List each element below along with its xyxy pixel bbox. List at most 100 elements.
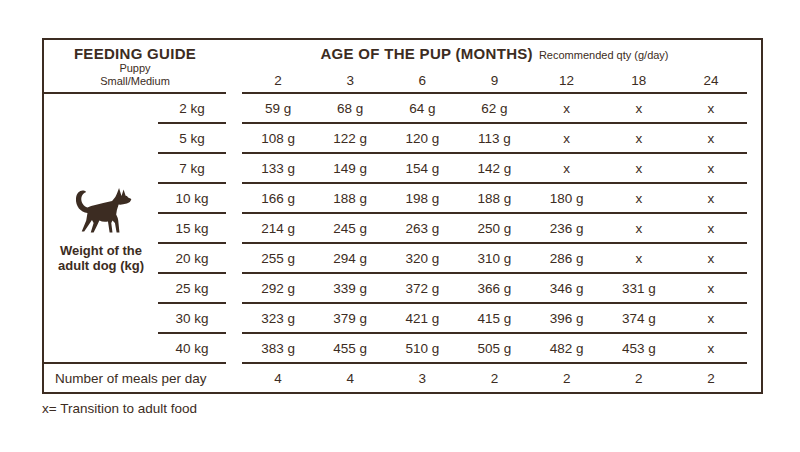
weight-kg-label: 10 kg bbox=[158, 184, 226, 214]
meals-value: 3 bbox=[386, 364, 458, 392]
weight-kg-label: 40 kg bbox=[158, 334, 226, 364]
qty-cell: 505 g bbox=[458, 334, 530, 362]
row-values: 255 g294 g320 g310 g286 gxx bbox=[242, 244, 747, 274]
qty-cell: x bbox=[675, 94, 747, 122]
column-gap bbox=[226, 124, 242, 154]
table-subtitle-line1: Puppy bbox=[119, 62, 150, 75]
qty-cell: 366 g bbox=[458, 274, 530, 302]
qty-cell: 372 g bbox=[386, 274, 458, 302]
qty-cell: 453 g bbox=[603, 334, 675, 362]
qty-cell: x bbox=[531, 94, 603, 122]
column-gap bbox=[226, 184, 242, 214]
meals-value: 4 bbox=[314, 364, 386, 392]
row-values: 133 g149 g154 g142 gxxx bbox=[242, 154, 747, 184]
row-values: 383 g455 g510 g505 g482 g453 gx bbox=[242, 334, 747, 364]
qty-cell: x bbox=[675, 244, 747, 272]
column-gap bbox=[226, 214, 242, 244]
weight-kg-label: 25 kg bbox=[158, 274, 226, 304]
right-pad bbox=[747, 364, 761, 392]
right-pad bbox=[747, 214, 761, 244]
qty-cell: 214 g bbox=[242, 214, 314, 242]
meals-value: 2 bbox=[531, 364, 603, 392]
qty-cell: 245 g bbox=[314, 214, 386, 242]
qty-cell: 59 g bbox=[242, 94, 314, 122]
qty-cell: 421 g bbox=[386, 304, 458, 332]
qty-cell: 166 g bbox=[242, 184, 314, 212]
qty-cell: x bbox=[603, 184, 675, 212]
age-column-header: 12 bbox=[531, 69, 603, 91]
qty-cell: 383 g bbox=[242, 334, 314, 362]
qty-cell: 113 g bbox=[458, 124, 530, 152]
qty-cell: 320 g bbox=[386, 244, 458, 272]
age-column-header: 9 bbox=[458, 69, 530, 91]
right-pad bbox=[747, 334, 761, 364]
qty-cell: 188 g bbox=[458, 184, 530, 212]
meals-value: 4 bbox=[242, 364, 314, 392]
meals-row: Number of meals per day 4432222 bbox=[44, 364, 761, 392]
weight-kg-label: 7 kg bbox=[158, 154, 226, 184]
row-values: 323 g379 g421 g415 g396 g374 gx bbox=[242, 304, 747, 334]
qty-cell: 180 g bbox=[531, 184, 603, 212]
age-columns-row: 2369121824 bbox=[242, 69, 747, 91]
table-header-left: FEEDING GUIDE Puppy Small/Medium bbox=[44, 40, 226, 94]
weight-axis-label-line1: Weight of the bbox=[60, 243, 142, 258]
row-values: 59 g68 g64 g62 gxxx bbox=[242, 94, 747, 124]
meals-value: 2 bbox=[675, 364, 747, 392]
age-column-header: 18 bbox=[603, 69, 675, 91]
column-gap bbox=[226, 244, 242, 274]
qty-cell: x bbox=[675, 124, 747, 152]
table-body: Weight of the adult dog (kg) 2 kg59 g68 … bbox=[44, 94, 761, 364]
table-header-right: AGE OF THE PUP (MONTHS) Recommended qty (… bbox=[242, 40, 747, 94]
qty-cell: 310 g bbox=[458, 244, 530, 272]
row-values: 214 g245 g263 g250 g236 gxx bbox=[242, 214, 747, 244]
age-column-header: 3 bbox=[314, 69, 386, 91]
qty-cell: 292 g bbox=[242, 274, 314, 302]
qty-cell: 346 g bbox=[531, 274, 603, 302]
qty-cell: 255 g bbox=[242, 244, 314, 272]
weight-kg-label: 5 kg bbox=[158, 124, 226, 154]
column-gap bbox=[226, 274, 242, 304]
qty-cell: x bbox=[675, 304, 747, 332]
qty-cell: x bbox=[603, 154, 675, 182]
qty-cell: 64 g bbox=[386, 94, 458, 122]
qty-cell: 68 g bbox=[314, 94, 386, 122]
qty-cell: 339 g bbox=[314, 274, 386, 302]
qty-cell: x bbox=[603, 244, 675, 272]
qty-cell: 323 g bbox=[242, 304, 314, 332]
table-title: FEEDING GUIDE bbox=[74, 45, 196, 62]
qty-cell: 120 g bbox=[386, 124, 458, 152]
meals-values: 4432222 bbox=[242, 364, 747, 392]
dog-icon bbox=[69, 186, 133, 234]
qty-cell: x bbox=[603, 124, 675, 152]
footnote: x= Transition to adult food bbox=[42, 401, 197, 416]
column-gap bbox=[226, 40, 242, 94]
qty-cell: 250 g bbox=[458, 214, 530, 242]
qty-cell: 374 g bbox=[603, 304, 675, 332]
age-column-header: 6 bbox=[386, 69, 458, 91]
qty-cell: 415 g bbox=[458, 304, 530, 332]
qty-cell: x bbox=[675, 214, 747, 242]
age-header-title: AGE OF THE PUP (MONTHS) bbox=[320, 45, 532, 62]
qty-cell: x bbox=[603, 214, 675, 242]
right-pad bbox=[747, 40, 761, 94]
age-header-note: Recommended qty (g/day) bbox=[539, 49, 669, 61]
column-gap bbox=[226, 94, 242, 124]
qty-cell: 122 g bbox=[314, 124, 386, 152]
meals-label: Number of meals per day bbox=[44, 364, 242, 392]
qty-cell: 62 g bbox=[458, 94, 530, 122]
qty-cell: 149 g bbox=[314, 154, 386, 182]
qty-cell: x bbox=[531, 154, 603, 182]
right-pad bbox=[747, 124, 761, 154]
qty-cell: 396 g bbox=[531, 304, 603, 332]
qty-cell: 198 g bbox=[386, 184, 458, 212]
qty-cell: 510 g bbox=[386, 334, 458, 362]
row-values: 108 g122 g120 g113 gxxx bbox=[242, 124, 747, 154]
weight-axis-block: Weight of the adult dog (kg) bbox=[44, 94, 158, 364]
qty-cell: x bbox=[675, 154, 747, 182]
right-pad bbox=[747, 244, 761, 274]
row-values: 166 g188 g198 g188 g180 gxx bbox=[242, 184, 747, 214]
column-gap bbox=[226, 334, 242, 364]
qty-cell: 108 g bbox=[242, 124, 314, 152]
feeding-guide-table: FEEDING GUIDE Puppy Small/Medium AGE OF … bbox=[42, 38, 763, 394]
column-gap bbox=[226, 304, 242, 334]
